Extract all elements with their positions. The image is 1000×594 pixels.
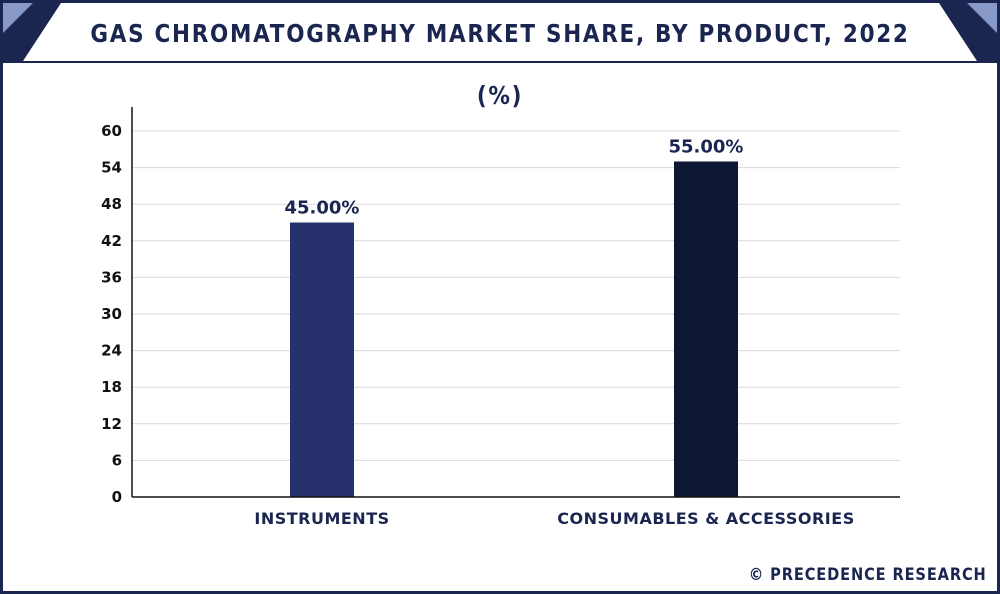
header-band: GAS CHROMATOGRAPHY MARKET SHARE, BY PROD…	[3, 3, 997, 110]
bar-chart: 0 6 12 18 24 30 36 42 48 54 60 45.00% INSTRUMENTS 55…	[101, 107, 900, 529]
y-tick-label: 12	[101, 415, 122, 433]
corner-decoration-right	[939, 3, 997, 61]
y-tick-label: 18	[101, 378, 122, 396]
category-label: CONSUMABLES & ACCESSORIES	[557, 509, 854, 528]
source-credit: © PRECEDENCE RESEARCH	[749, 565, 987, 585]
y-tick-label: 6	[112, 451, 122, 469]
bars	[290, 161, 738, 497]
y-tick-label: 0	[112, 488, 122, 506]
data-label: 55.00%	[669, 137, 744, 158]
corner-decoration-left	[3, 3, 61, 61]
bar-0	[290, 222, 354, 497]
axes	[131, 107, 900, 498]
category-label: INSTRUMENTS	[254, 509, 389, 528]
chart-title: GAS CHROMATOGRAPHY MARKET SHARE, BY PROD…	[90, 19, 910, 110]
y-tick-label: 30	[101, 305, 122, 323]
y-tick-label: 48	[101, 195, 122, 213]
y-tick-label: 54	[101, 159, 122, 177]
y-tick-label: 36	[101, 268, 122, 286]
y-tick-label: 42	[101, 232, 122, 250]
y-axis-ticks: 0 6 12 18 24 30 36 42 48 54 60	[101, 122, 122, 506]
y-tick-label: 24	[101, 342, 122, 360]
y-tick-label: 60	[101, 122, 122, 140]
bar-1	[674, 161, 738, 497]
data-label: 45.00%	[285, 198, 360, 219]
labels: 45.00% INSTRUMENTS 55.00% CONSUMABLES & ACC…	[254, 137, 854, 529]
gridlines	[132, 130, 900, 461]
